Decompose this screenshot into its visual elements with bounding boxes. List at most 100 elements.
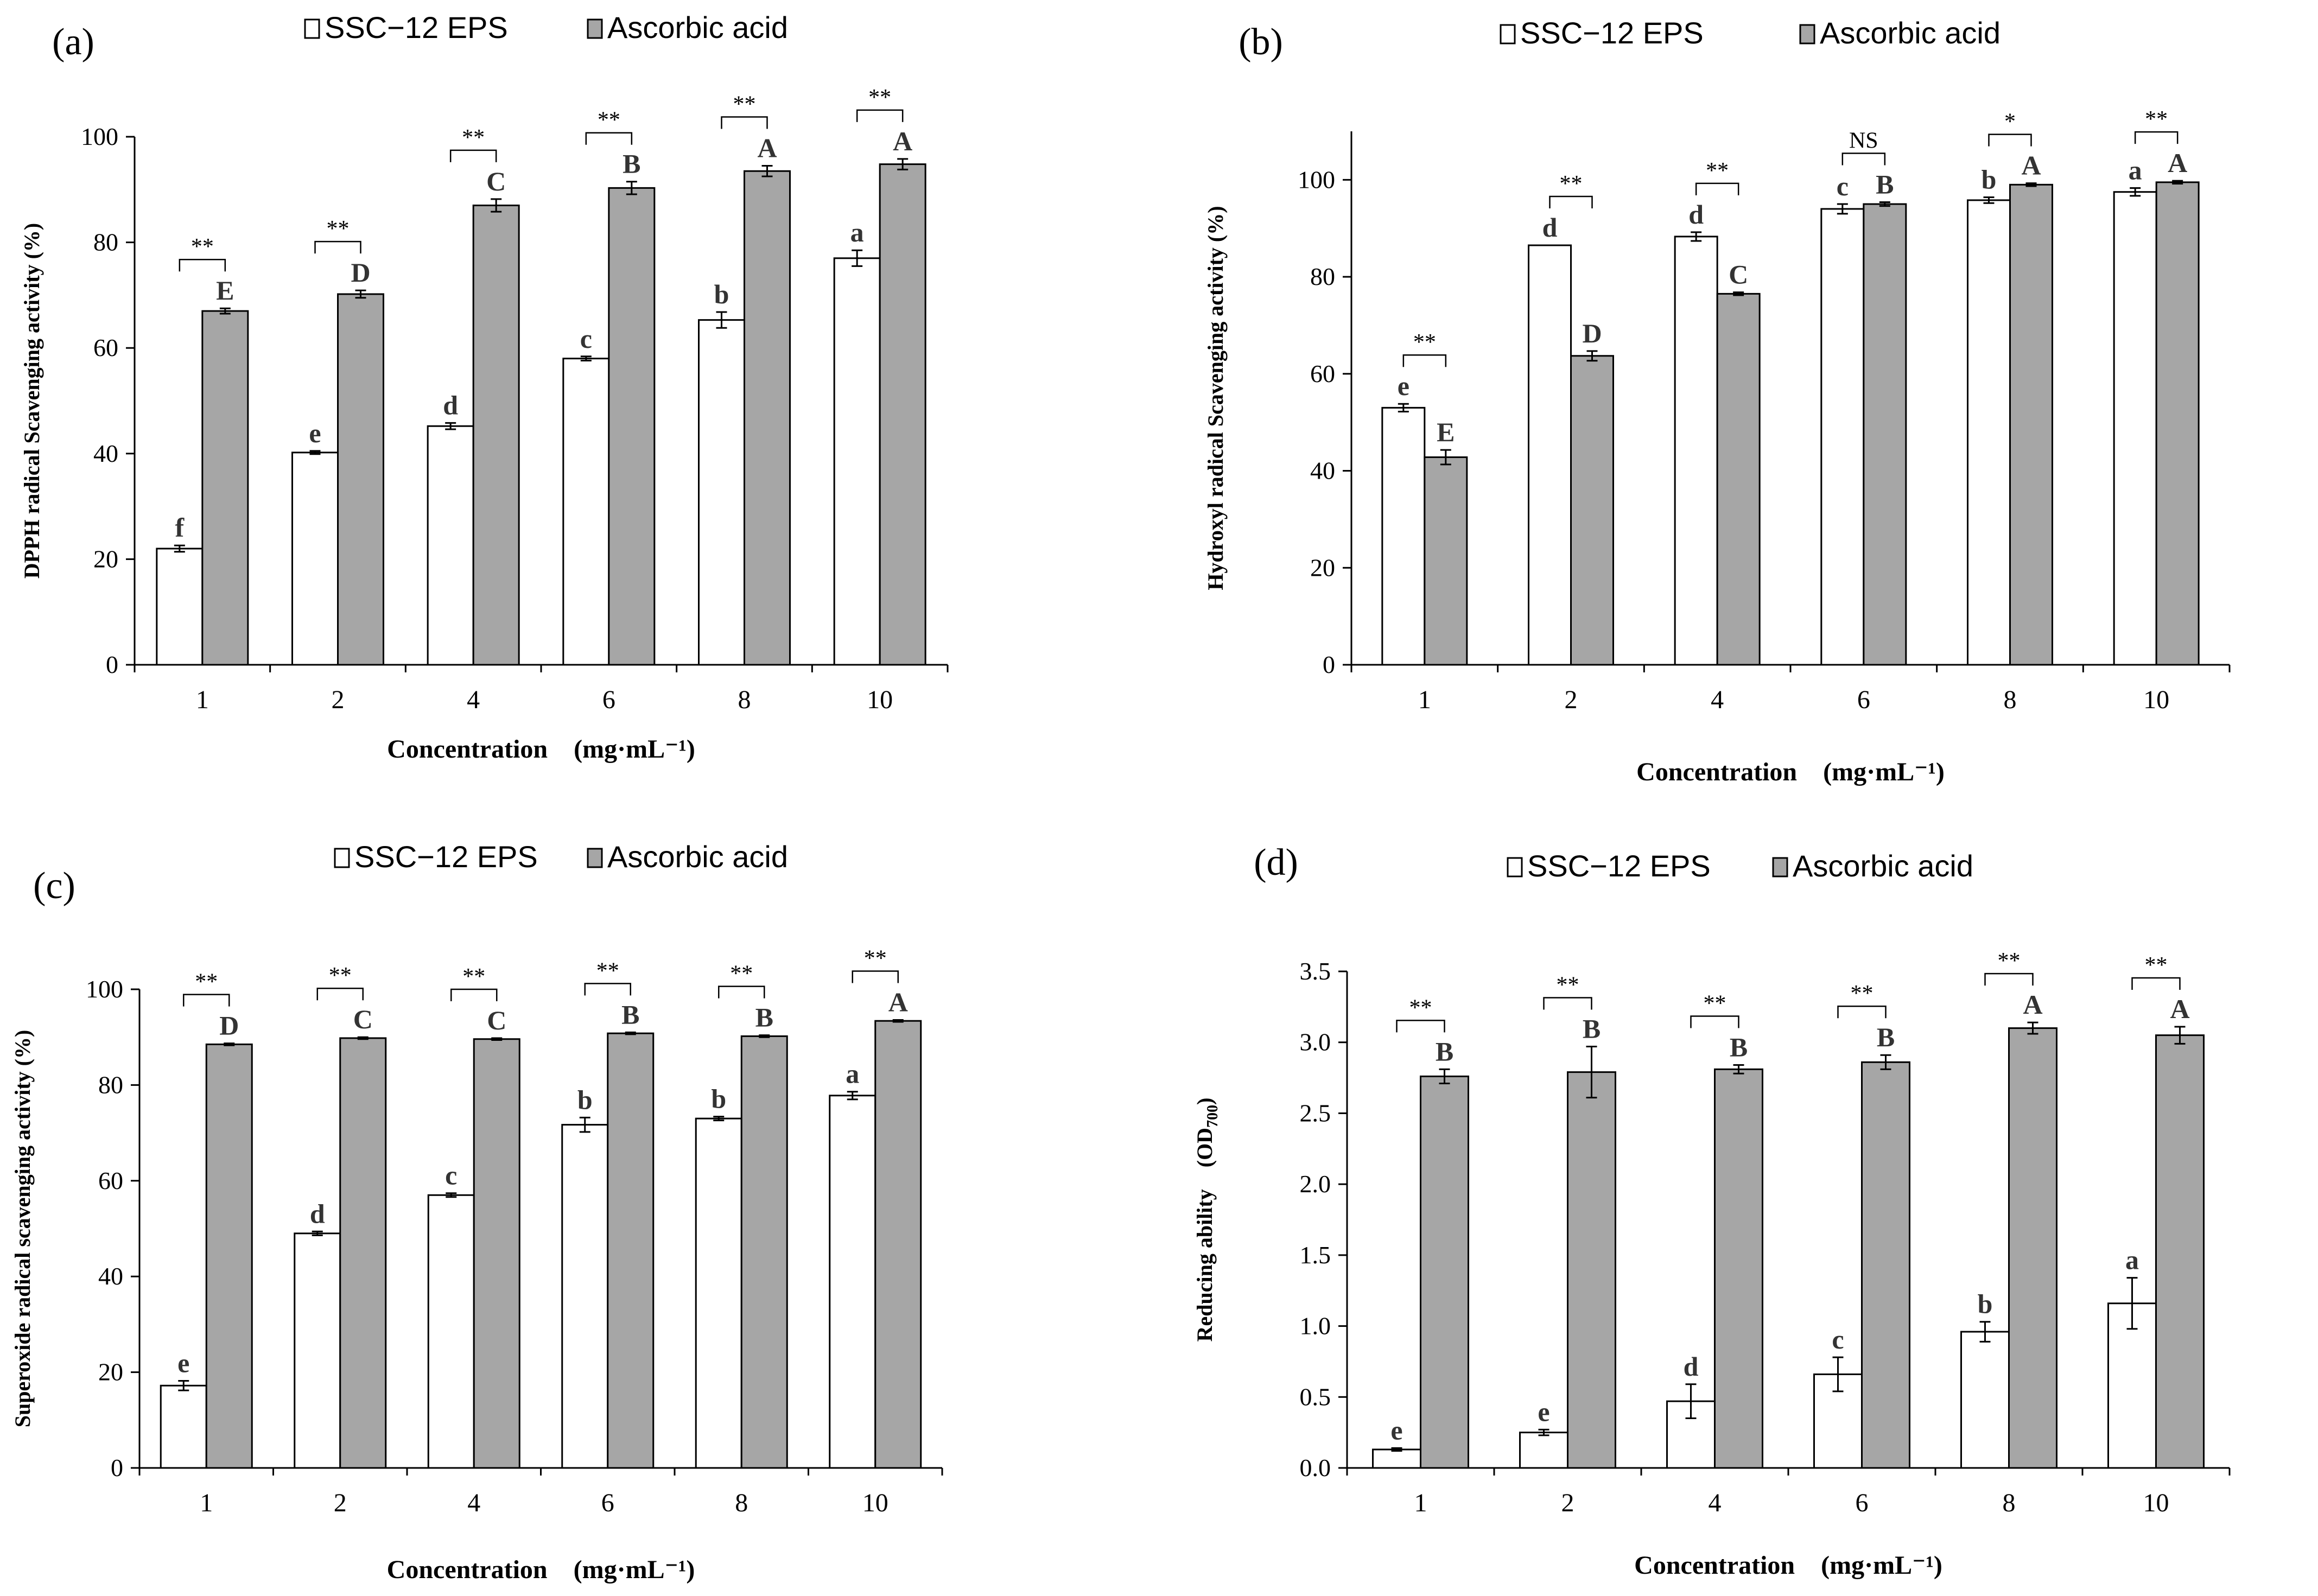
significance-mark: NS bbox=[1849, 128, 1878, 153]
x-tick-label: 6 bbox=[1857, 685, 1870, 714]
y-axis-title-text: Superoxide radical scavenging activity (… bbox=[10, 1030, 35, 1428]
y-tick-label: 60 bbox=[93, 334, 118, 361]
legend-swatch-ascorbic bbox=[587, 18, 603, 39]
significance-letter: a bbox=[2125, 1245, 2139, 1275]
y-tick-label: 3.5 bbox=[1300, 957, 1331, 985]
significance-letter: E bbox=[216, 275, 234, 306]
significance-letter: B bbox=[1730, 1032, 1748, 1063]
bar-eps bbox=[291, 452, 339, 666]
significance-bracket bbox=[721, 116, 768, 129]
significance-mark: ** bbox=[1413, 330, 1436, 355]
significance-bracket bbox=[314, 240, 361, 254]
y-tick-label: 80 bbox=[1310, 263, 1335, 290]
y-tick-label: 0 bbox=[106, 651, 118, 678]
chart-panel-b: (b) SSC−12 EPS Ascorbic acid 0 20 40 60 80 100 Hy… bbox=[1203, 16, 2231, 786]
y-tick-label: 1.5 bbox=[1300, 1241, 1331, 1269]
significance-letter: d bbox=[1542, 212, 1558, 243]
y-tick-label: 20 bbox=[98, 1358, 123, 1386]
x-tick-label: 8 bbox=[735, 1489, 748, 1517]
significance-bracket bbox=[856, 109, 904, 122]
bar-eps bbox=[1381, 406, 1426, 666]
significance-mark: ** bbox=[195, 970, 218, 995]
significance-letter: A bbox=[2168, 148, 2187, 178]
panel-label: (c) bbox=[33, 865, 75, 907]
significance-mark: ** bbox=[1560, 171, 1583, 196]
significance-letter: d bbox=[1684, 1351, 1699, 1382]
bar-ascorbic bbox=[205, 1043, 253, 1469]
significance-bracket bbox=[1837, 1005, 1887, 1019]
significance-bracket bbox=[1396, 1020, 1445, 1033]
significance-letter: a bbox=[846, 1059, 859, 1089]
significance-mark: ** bbox=[868, 85, 891, 110]
significance-bracket bbox=[2134, 131, 2179, 144]
x-tick-label: 4 bbox=[467, 685, 480, 714]
significance-letter: a bbox=[2129, 155, 2142, 186]
significance-letter: D bbox=[1582, 318, 1602, 348]
significance-mark: ** bbox=[730, 962, 753, 987]
significance-mark: ** bbox=[1704, 991, 1726, 1016]
significance-letter: C bbox=[353, 1004, 373, 1034]
significance-letter: B bbox=[1876, 169, 1894, 199]
legend-label-eps: SSC−12 EPS bbox=[1527, 849, 1711, 883]
legend-label-ascorbic: Ascorbic acid bbox=[1820, 16, 2001, 50]
x-tick-label: 1 bbox=[196, 685, 209, 714]
significance-letter: C bbox=[486, 166, 506, 196]
x-axis-title: Concentration (mg·mL⁻¹) bbox=[387, 1555, 695, 1584]
x-tick-label: 10 bbox=[2143, 685, 2169, 714]
legend-label-eps: SSC−12 EPS bbox=[325, 10, 508, 44]
significance-bracket bbox=[584, 983, 631, 996]
bar-eps bbox=[427, 1194, 475, 1469]
legend-label-eps: SSC−12 EPS bbox=[354, 840, 538, 874]
y-tick-label: 2.0 bbox=[1300, 1170, 1331, 1198]
significance-letter: b bbox=[1982, 164, 1997, 195]
bar-ascorbic bbox=[2155, 181, 2200, 666]
bar-ascorbic bbox=[472, 204, 520, 666]
bar-eps bbox=[1372, 1448, 1421, 1469]
bar-ascorbic bbox=[1863, 203, 1907, 666]
chart-panel-a: (a) SSC−12 EPS Ascorbic acid 0 20 40 60 80 100 DP… bbox=[20, 10, 949, 764]
significance-letter: A bbox=[888, 987, 908, 1017]
x-tick-label: 6 bbox=[601, 1489, 614, 1517]
significance-bracket bbox=[852, 970, 899, 983]
significance-mark: ** bbox=[329, 963, 352, 988]
x-tick-label: 10 bbox=[2143, 1489, 2169, 1517]
significance-letter: B bbox=[1436, 1036, 1453, 1066]
significance-letter: e bbox=[1398, 371, 1409, 401]
bar-eps bbox=[294, 1232, 341, 1469]
y-tick-label: 20 bbox=[93, 545, 118, 573]
y-axis-title: Reducing ability (OD700) bbox=[1192, 1098, 1221, 1342]
y-tick-label: 1.0 bbox=[1300, 1312, 1331, 1340]
x-tick-label: 8 bbox=[2003, 1489, 2016, 1517]
bar-ascorbic bbox=[1714, 1068, 1763, 1469]
y-tick-label: 40 bbox=[93, 440, 118, 467]
bar-ascorbic bbox=[2155, 1034, 2205, 1469]
significance-letter: d bbox=[310, 1198, 325, 1229]
panel-label: (a) bbox=[52, 21, 94, 63]
significance-letter: A bbox=[2021, 150, 2041, 181]
significance-letter: D bbox=[219, 1010, 239, 1041]
bar-ascorbic bbox=[874, 1020, 922, 1469]
bar-eps bbox=[1820, 208, 1865, 666]
bar-eps bbox=[160, 1384, 207, 1469]
x-tick-label: 1 bbox=[200, 1489, 213, 1517]
bar-eps bbox=[1960, 1331, 2010, 1469]
legend-label-ascorbic: Ascorbic acid bbox=[1793, 849, 1973, 883]
significance-bracket bbox=[179, 258, 226, 272]
legend-label-eps: SSC−12 EPS bbox=[1520, 16, 1704, 50]
y-tick-label: 100 bbox=[81, 123, 118, 150]
significance-mark: ** bbox=[327, 217, 350, 241]
y-tick-label: 0.5 bbox=[1300, 1383, 1331, 1410]
y-axis-title-subscript: 700 bbox=[1204, 1105, 1221, 1128]
significance-bracket bbox=[1695, 182, 1739, 195]
legend-swatch-ascorbic bbox=[587, 848, 603, 868]
bar-eps bbox=[2113, 191, 2157, 666]
significance-letter: C bbox=[1729, 259, 1748, 290]
significance-bracket bbox=[1690, 1015, 1739, 1028]
panel-label: (d) bbox=[1254, 842, 1298, 883]
significance-letter: c bbox=[1832, 1324, 1844, 1355]
significance-letter: B bbox=[1583, 1014, 1601, 1044]
x-tick-label: 4 bbox=[1709, 1489, 1722, 1517]
significance-mark: ** bbox=[864, 946, 887, 971]
significance-mark: ** bbox=[1998, 949, 2021, 974]
